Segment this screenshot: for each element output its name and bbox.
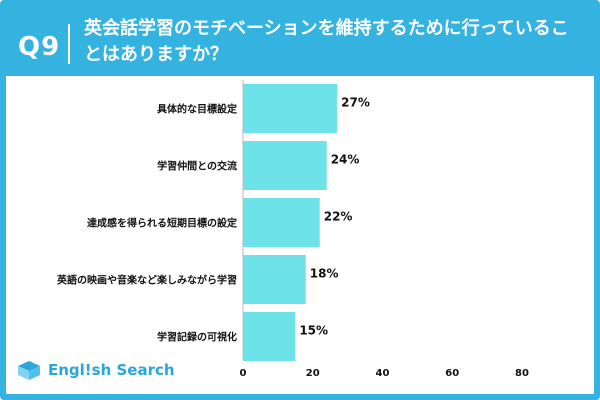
x-tick-label-1: 20 [306,368,320,379]
header-divider [68,24,70,64]
value-label-3: 18% [310,267,339,281]
bar-1 [243,141,327,190]
value-label-0: 27% [341,96,370,110]
book-logo-icon [18,361,40,380]
value-label-4: 15% [299,324,328,338]
question-number: Q9 [18,32,61,62]
value-label-2: 22% [324,210,353,224]
x-tick-label-4: 80 [515,368,529,379]
logo: Engl!sh Search [16,356,175,384]
category-label-2: 達成感を得られる短期目標の設定 [87,217,237,230]
question-title: 英会話学習のモチベーションを維持するために行っていることはありますか？ [84,18,569,65]
category-label-0: 具体的な目標設定 [156,103,237,116]
question-header: Q9 英会話学習のモチベーションを維持するために行っていることはありますか？ [6,6,594,76]
x-tick-label-0: 0 [240,368,247,379]
x-tick-label-2: 40 [376,368,390,379]
bar-2 [243,198,320,247]
value-label-1: 24% [331,153,360,167]
bar-3 [243,255,306,304]
category-label-4: 学習記録の可視化 [157,331,237,344]
logo-text: Engl!sh Search [48,361,175,379]
category-label-3: 英語の映画や音楽など楽しみながら学習 [56,274,237,287]
bar-4 [243,312,296,361]
bar-0 [243,84,338,133]
x-tick-label-3: 60 [445,368,459,379]
category-label-1: 学習仲間との交流 [157,160,237,173]
